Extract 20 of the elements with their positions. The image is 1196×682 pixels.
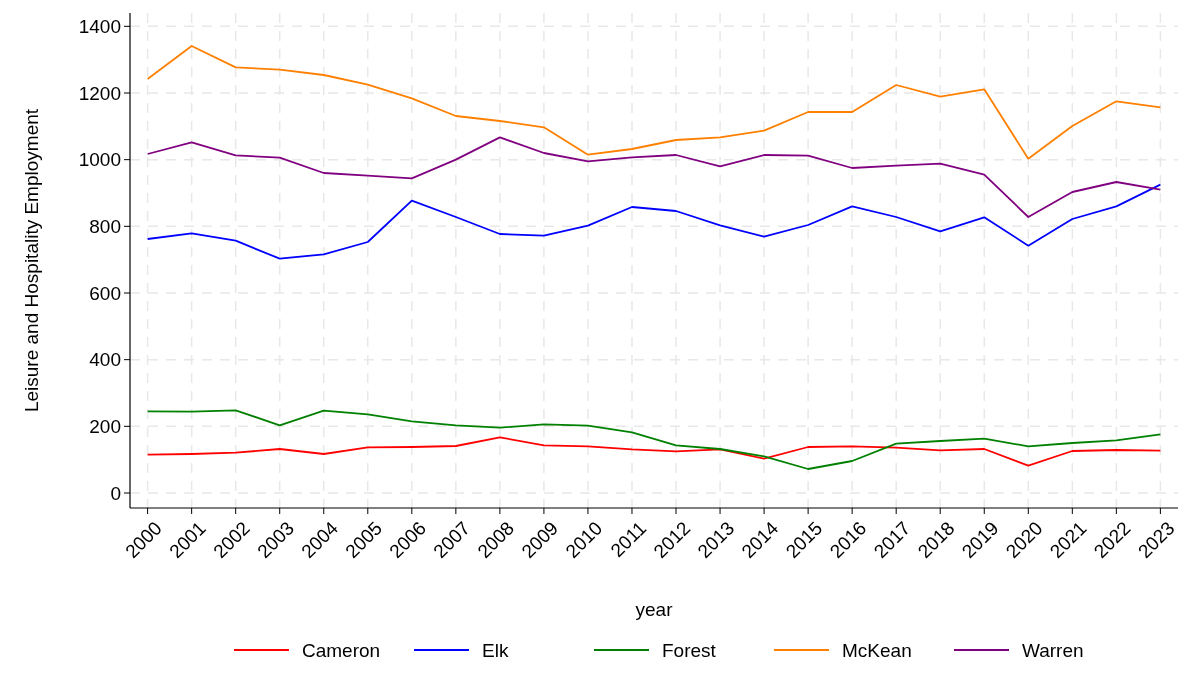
y-tick-label: 800 <box>89 215 121 237</box>
y-tick-label: 1400 <box>78 15 121 37</box>
legend-label: Forest <box>662 639 717 661</box>
line-series <box>146 436 1162 467</box>
y-tick-label: 200 <box>89 415 121 437</box>
legend-label: Elk <box>482 639 509 661</box>
line-series <box>146 136 1162 218</box>
y-tick-label: 400 <box>89 349 121 371</box>
y-tick-label: 0 <box>110 482 121 504</box>
y-tick-label: 1200 <box>78 82 121 104</box>
line-series <box>146 183 1162 260</box>
legend-label: McKean <box>842 639 912 661</box>
line-series <box>146 409 1162 470</box>
y-axis-title: Leisure and Hospitality Employment <box>21 108 42 413</box>
y-tick-label: 1000 <box>78 149 121 171</box>
line-series <box>146 45 1162 160</box>
y-tick-label: 600 <box>89 282 121 304</box>
x-axis-title: year <box>635 599 674 620</box>
legend-label: Warren <box>1022 639 1084 661</box>
legend-label: Cameron <box>302 639 381 661</box>
